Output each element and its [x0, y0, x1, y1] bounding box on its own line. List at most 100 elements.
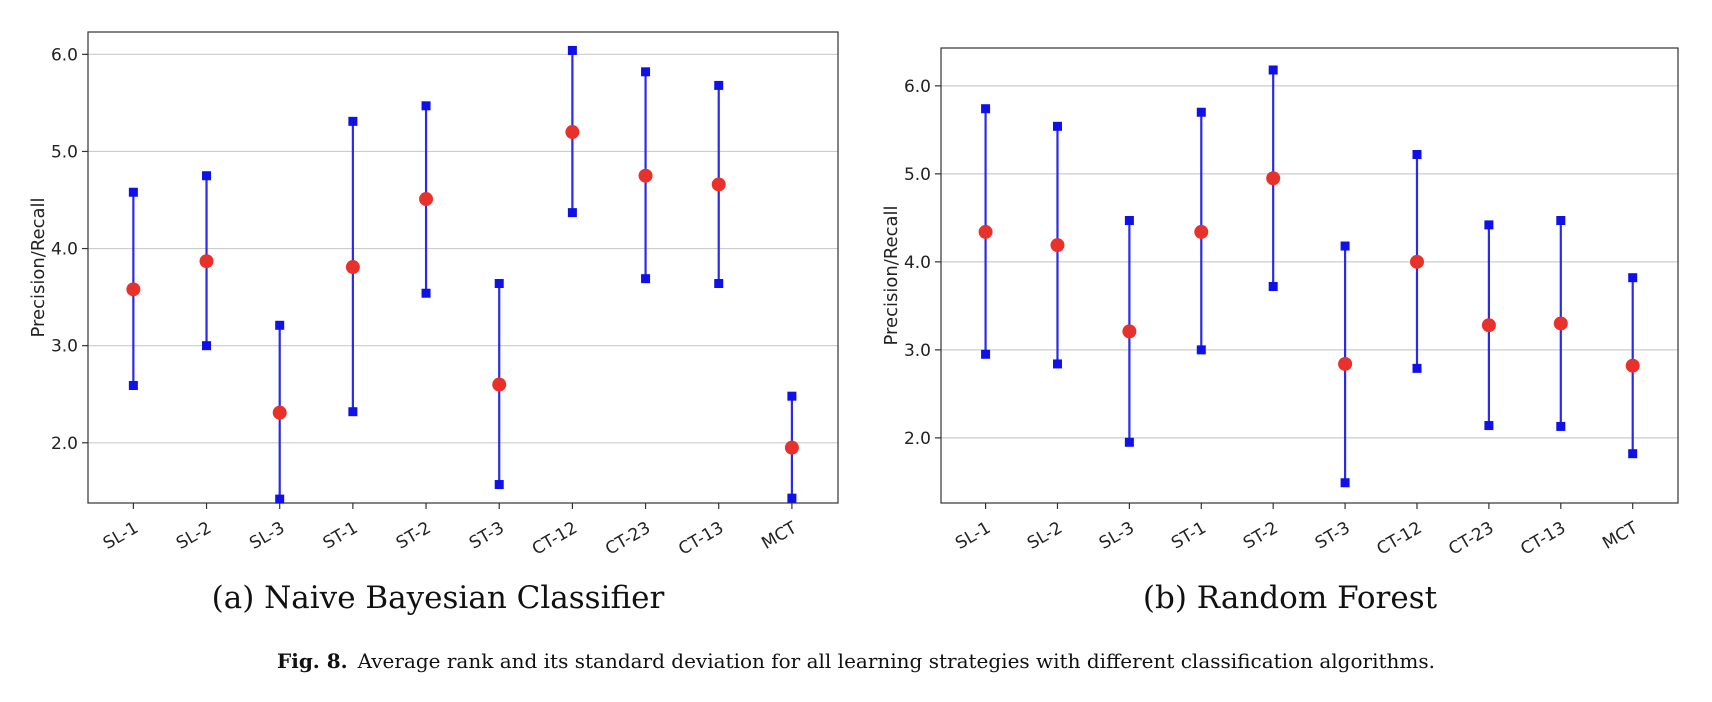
- y-axis-label: Precision/Recall: [28, 197, 49, 337]
- lower-bound-marker-sl-2: [202, 341, 212, 351]
- y-tick-label: 4.0: [51, 240, 78, 260]
- mean-marker-st-1: [345, 260, 360, 275]
- x-tick-label-st-3: ST-3: [466, 518, 508, 554]
- x-tick-label-sl-2: SL-2: [1024, 518, 1066, 554]
- upper-bound-marker-ct-23: [641, 67, 651, 77]
- upper-bound-marker-st-1: [1196, 107, 1206, 117]
- x-tick-label-st-1: ST-1: [320, 518, 362, 554]
- upper-bound-marker-sl-1: [981, 104, 991, 114]
- x-tick-label-ct-23: CT-23: [1445, 518, 1497, 560]
- caption-label: Fig. 8.: [277, 649, 348, 673]
- y-tick-label: 3.0: [904, 341, 931, 361]
- subplot-title-b: (b) Random Forest: [1143, 580, 1438, 616]
- lower-bound-marker-ct-12: [1412, 363, 1422, 373]
- lower-bound-marker-mct: [1628, 449, 1638, 459]
- figure-caption: Fig. 8. Average rank and its standard dev…: [277, 649, 1435, 673]
- mean-marker-ct-23: [638, 168, 653, 183]
- mean-marker-ct-12: [565, 125, 580, 140]
- chart-random-forest: 2.0 3.0 4.0 5.0 6.0 Precision/Recall SL-1 SL-2 S…: [881, 47, 1679, 616]
- lower-bound-marker-sl-1: [981, 349, 991, 359]
- mean-marker-ct-13: [1553, 316, 1568, 331]
- upper-bound-marker-st-3: [494, 279, 504, 289]
- mean-marker-mct: [1625, 358, 1640, 373]
- y-tick-label: 2.0: [51, 434, 78, 454]
- x-tick-label-ct-12: CT-12: [529, 518, 581, 560]
- y-tick-label: 6.0: [51, 45, 78, 65]
- mean-marker-sl-2: [199, 254, 214, 269]
- lower-bound-marker-ct-12: [567, 208, 577, 218]
- upper-bound-marker-sl-2: [202, 171, 212, 181]
- y-tick-label: 2.0: [904, 429, 931, 449]
- lower-bound-marker-sl-3: [275, 494, 285, 504]
- x-tick-label-ct-12: CT-12: [1374, 518, 1426, 560]
- upper-bound-marker-st-1: [348, 116, 358, 126]
- x-tick-label-st-2: ST-2: [393, 518, 435, 554]
- y-tick-label: 6.0: [904, 77, 931, 97]
- y-tick-label: 5.0: [51, 142, 78, 162]
- upper-bound-marker-sl-1: [128, 187, 138, 197]
- mean-marker-sl-2: [1050, 238, 1065, 253]
- x-tick-label-mct: MCT: [758, 518, 801, 554]
- upper-bound-marker-sl-3: [1124, 215, 1134, 225]
- upper-bound-marker-ct-12: [567, 45, 577, 55]
- upper-bound-marker-ct-13: [1556, 215, 1566, 225]
- x-tick-label-ct-13: CT-13: [675, 518, 727, 560]
- upper-bound-marker-mct: [1628, 273, 1638, 283]
- x-tick-label-ct-23: CT-23: [602, 518, 654, 560]
- upper-bound-marker-st-2: [1268, 65, 1278, 75]
- lower-bound-marker-st-1: [1196, 345, 1206, 355]
- upper-bound-marker-mct: [787, 391, 797, 401]
- lower-bound-marker-st-3: [1340, 478, 1350, 488]
- upper-bound-marker-sl-2: [1052, 121, 1062, 131]
- lower-bound-marker-st-2: [1268, 282, 1278, 292]
- subplot-title-a: (a) Naive Bayesian Classifier: [212, 580, 665, 616]
- lower-bound-marker-st-1: [348, 407, 358, 417]
- lower-bound-marker-ct-23: [1484, 421, 1494, 431]
- mean-marker-st-3: [1338, 356, 1353, 371]
- mean-marker-sl-3: [1122, 324, 1137, 339]
- mean-marker-st-1: [1194, 224, 1209, 239]
- x-tick-label-sl-1: SL-1: [100, 518, 142, 554]
- x-tick-label-sl-3: SL-3: [246, 518, 288, 554]
- lower-bound-marker-sl-1: [128, 380, 138, 390]
- mean-marker-sl-1: [978, 224, 993, 239]
- mean-marker-mct: [784, 440, 799, 455]
- lower-bound-marker-sl-3: [1124, 437, 1134, 447]
- caption-text: Average rank and its standard deviation …: [357, 649, 1435, 673]
- lower-bound-marker-mct: [787, 493, 797, 503]
- x-tick-label-st-3: ST-3: [1312, 518, 1354, 554]
- mean-marker-st-2: [1266, 171, 1281, 186]
- x-tick-label-sl-2: SL-2: [173, 518, 215, 554]
- x-tick-label-st-2: ST-2: [1240, 518, 1282, 554]
- chart-naive-bayes: 2.0 3.0 4.0 5.0 6.0 Precision/Recall SL-1 SL-2 S…: [28, 31, 839, 616]
- x-tick-label-ct-13: CT-13: [1517, 518, 1569, 560]
- plot-frame: [940, 47, 1679, 504]
- lower-bound-marker-st-2: [421, 288, 431, 298]
- plot-frame: [87, 31, 839, 504]
- x-tick-label-sl-1: SL-1: [952, 518, 994, 554]
- lower-bound-marker-sl-2: [1052, 359, 1062, 369]
- mean-marker-st-3: [492, 377, 507, 392]
- y-tick-label: 5.0: [904, 165, 931, 185]
- lower-bound-marker-ct-23: [641, 274, 651, 284]
- y-tick-label: 4.0: [904, 253, 931, 273]
- mean-marker-sl-1: [126, 282, 141, 297]
- upper-bound-marker-ct-12: [1412, 149, 1422, 159]
- upper-bound-marker-sl-3: [275, 320, 285, 330]
- upper-bound-marker-ct-23: [1484, 220, 1494, 230]
- lower-bound-marker-st-3: [494, 480, 504, 490]
- x-tick-label-sl-3: SL-3: [1096, 518, 1138, 554]
- x-tick-label-st-1: ST-1: [1168, 518, 1210, 554]
- upper-bound-marker-st-2: [421, 101, 431, 111]
- x-tick-label-mct: MCT: [1599, 518, 1642, 554]
- mean-marker-ct-13: [711, 177, 726, 192]
- upper-bound-marker-st-3: [1340, 241, 1350, 251]
- y-tick-label: 3.0: [51, 337, 78, 357]
- upper-bound-marker-ct-13: [714, 80, 724, 90]
- mean-marker-ct-23: [1481, 318, 1496, 333]
- lower-bound-marker-ct-13: [1556, 421, 1566, 431]
- mean-marker-st-2: [419, 192, 434, 207]
- y-axis-label: Precision/Recall: [881, 205, 902, 345]
- mean-marker-ct-12: [1409, 254, 1424, 269]
